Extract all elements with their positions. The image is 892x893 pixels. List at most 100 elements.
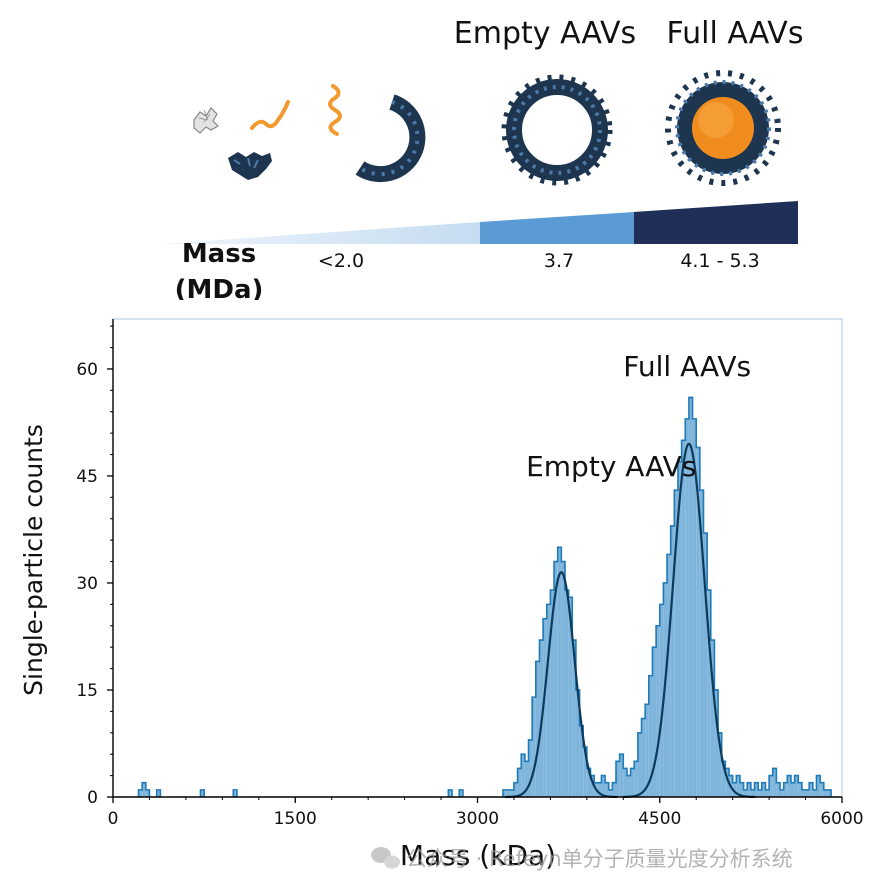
histogram-bar-5 bbox=[233, 789, 237, 797]
mass-label: Mass bbox=[182, 239, 256, 269]
histogram-bar-36 bbox=[605, 782, 609, 797]
histogram-bar-88 bbox=[794, 775, 799, 797]
peak-annotation-0: Empty AAVs bbox=[526, 450, 696, 483]
gaussian-fits bbox=[505, 442, 756, 799]
histogram-bar-42 bbox=[626, 775, 631, 797]
histogram-bar-8 bbox=[503, 789, 507, 797]
histogram-bar-79 bbox=[761, 782, 766, 797]
histogram-bar-24 bbox=[561, 561, 565, 797]
histogram-bar-9 bbox=[506, 789, 511, 797]
histogram-bar-96 bbox=[823, 789, 828, 797]
mass-value-3: 4.1 - 5.3 bbox=[680, 250, 759, 272]
mass-wedge-dark bbox=[634, 201, 798, 244]
histogram-bar-95 bbox=[820, 782, 824, 797]
y-tick-label-2: 30 bbox=[76, 574, 98, 594]
gaussian-fit-0 bbox=[505, 571, 618, 799]
watermark: 公众号 · Refeyn单分子质量光度分析系统 bbox=[371, 847, 793, 871]
histogram-bar-87 bbox=[790, 782, 795, 797]
histogram-bar-3 bbox=[156, 789, 161, 797]
histogram-bar-74 bbox=[743, 789, 748, 797]
histogram-bar-47 bbox=[645, 704, 649, 797]
histogram-bar-68 bbox=[721, 761, 726, 797]
scheme-empty-label: Empty AAVs bbox=[454, 16, 636, 51]
histogram-bar-48 bbox=[648, 675, 653, 797]
histogram-bar-84 bbox=[780, 789, 784, 797]
histogram-bar-83 bbox=[776, 782, 781, 797]
y-axis-ticks: 0 15 30 45 60 bbox=[76, 325, 113, 808]
histogram-bar-90 bbox=[801, 789, 806, 797]
watermark-text: 公众号 · Refeyn单分子质量光度分析系统 bbox=[406, 847, 793, 871]
histogram-bar-77 bbox=[754, 782, 759, 797]
histogram-bar-93 bbox=[812, 789, 817, 797]
histogram-bar-29 bbox=[579, 725, 584, 797]
histogram-bar-81 bbox=[769, 775, 773, 797]
peak-annotation-1: Full AAVs bbox=[623, 350, 751, 383]
histogram-bar-59 bbox=[688, 397, 693, 797]
histogram-bar-66 bbox=[714, 689, 719, 797]
x-axis-ticks: 0 1500 3000 4500 6000 bbox=[108, 797, 864, 829]
histogram-bar-10 bbox=[510, 789, 514, 797]
histogram-bar-19 bbox=[543, 618, 547, 797]
mass-wedge-light bbox=[160, 222, 480, 244]
histogram-bar-44 bbox=[634, 761, 638, 797]
histogram-bar-56 bbox=[677, 461, 682, 797]
histogram-bar-31 bbox=[586, 768, 591, 797]
mass-wedge-mid bbox=[480, 212, 634, 244]
histogram-bar-1 bbox=[142, 782, 146, 797]
mass-value-1: <2.0 bbox=[318, 250, 364, 272]
dna-fragment-icon bbox=[250, 100, 290, 130]
histogram-bar-58 bbox=[685, 418, 689, 797]
histogram-bar-11 bbox=[513, 782, 518, 797]
histogram-bar-37 bbox=[608, 789, 613, 797]
histogram-bars bbox=[138, 397, 832, 797]
histogram-bar-45 bbox=[637, 732, 642, 797]
x-tick-label-1: 1500 bbox=[274, 809, 317, 829]
histogram-bar-92 bbox=[809, 782, 813, 797]
histogram-bar-6 bbox=[448, 789, 452, 797]
histogram-bar-69 bbox=[725, 768, 730, 797]
histogram-bar-4 bbox=[200, 789, 205, 797]
histogram-bar-64 bbox=[707, 590, 711, 797]
x-axis-label: Mass (kDa) bbox=[400, 839, 556, 872]
histogram-bar-94 bbox=[816, 775, 821, 797]
y-axis-label: Single-particle counts bbox=[19, 424, 48, 696]
histogram-bar-41 bbox=[623, 768, 627, 797]
histogram-bar-76 bbox=[750, 789, 755, 797]
histogram-bar-2 bbox=[145, 789, 150, 797]
y-tick-label-3: 45 bbox=[76, 467, 98, 487]
y-tick-label-0: 0 bbox=[87, 788, 98, 808]
histogram-bar-82 bbox=[772, 768, 777, 797]
histogram-bar-97 bbox=[827, 789, 832, 797]
histogram-bar-60 bbox=[692, 418, 697, 797]
histogram-bar-53 bbox=[667, 554, 671, 797]
histogram-bar-46 bbox=[641, 718, 646, 797]
histogram-bar-91 bbox=[805, 789, 810, 797]
histogram-bar-13 bbox=[521, 754, 525, 797]
histogram-bar-14 bbox=[524, 761, 529, 797]
histogram-bar-61 bbox=[696, 447, 700, 797]
histogram-bar-32 bbox=[590, 775, 595, 797]
histogram-bar-54 bbox=[670, 525, 675, 797]
histogram-bar-25 bbox=[564, 590, 569, 797]
aav-scheme: Empty AAVs Full AAVs bbox=[160, 16, 803, 300]
histogram-bar-71 bbox=[732, 782, 737, 797]
empty-capsid-icon bbox=[501, 74, 613, 186]
histogram-bar-30 bbox=[583, 747, 587, 797]
free-protein-icon bbox=[193, 107, 219, 134]
histogram-bar-43 bbox=[630, 768, 635, 797]
histogram-bar-38 bbox=[612, 782, 617, 797]
histogram-bar-0 bbox=[138, 789, 143, 797]
histogram-bar-57 bbox=[681, 440, 686, 797]
histogram-bar-23 bbox=[557, 547, 562, 797]
histogram-bar-12 bbox=[517, 768, 522, 797]
histogram-bar-55 bbox=[674, 490, 678, 797]
dna-strand-icon bbox=[328, 84, 342, 136]
histogram-bar-80 bbox=[765, 789, 770, 797]
full-capsid-icon bbox=[665, 70, 781, 186]
histogram-bar-16 bbox=[532, 697, 536, 797]
mass-value-2: 3.7 bbox=[544, 250, 574, 272]
peak-annotations: Empty AAVs Full AAVs bbox=[526, 350, 751, 483]
capsid-fragment-icon bbox=[228, 152, 272, 180]
histogram-bar-49 bbox=[652, 647, 657, 797]
